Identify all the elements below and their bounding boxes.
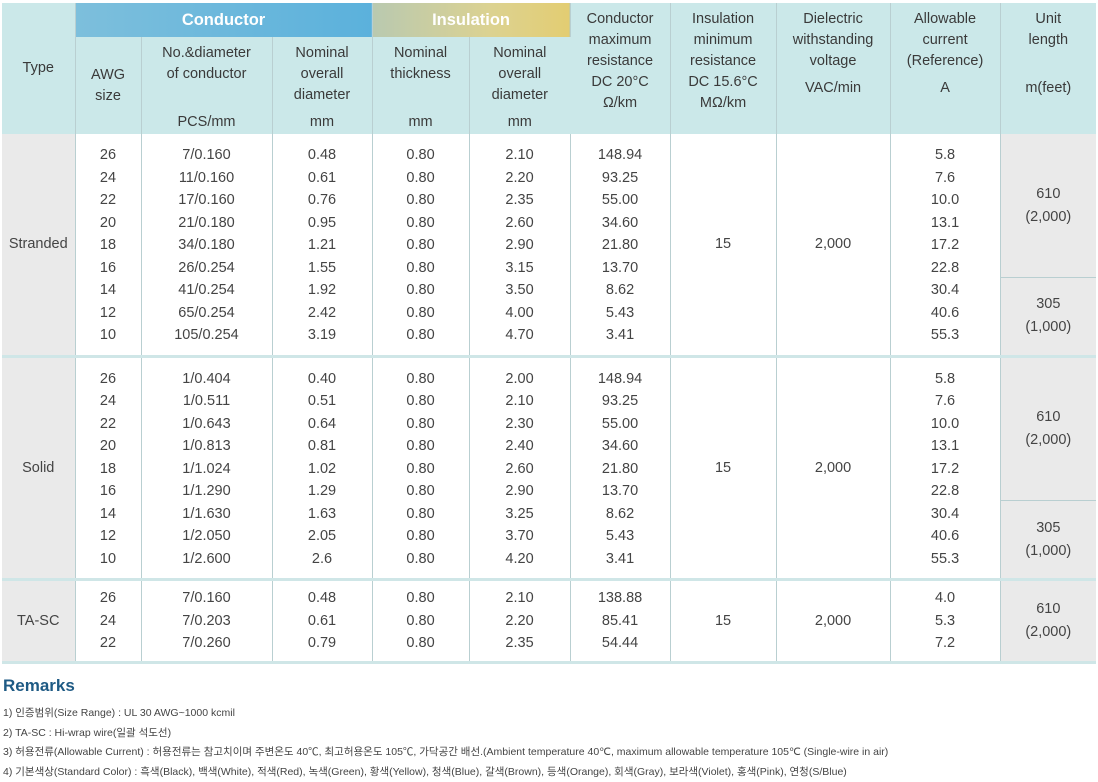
cond-overall-cell: 0.48 0.61 0.76 0.95 1.21 1.55 1.92 2.42 … <box>272 134 372 356</box>
header-max-resistance-unit: Ω/km <box>571 93 670 114</box>
header-dielectric: Dielectric withstanding voltage VAC/min <box>776 3 890 134</box>
awg-cell: 26 24 22 20 18 16 14 12 10 <box>75 134 141 356</box>
no-diameter-cell: 1/0.404 1/0.511 1/0.643 1/0.813 1/1.024 … <box>141 356 272 580</box>
header-insulation-group: Insulation <box>372 3 570 37</box>
header-dielectric-unit: VAC/min <box>777 78 890 99</box>
header-cond-overall-unit: mm <box>273 112 372 133</box>
ins-overall-cell: 2.10 2.20 2.35 2.60 2.90 3.15 3.50 4.00 … <box>469 134 570 356</box>
current-cell: 4.0 5.3 7.2 <box>890 580 1000 663</box>
length-cell: 610 (2,000) <box>1000 134 1096 278</box>
remarks-section: Remarks 1) 인증범위(Size Range) : UL 30 AWG~… <box>3 676 888 782</box>
no-diameter-cell: 7/0.160 7/0.203 7/0.260 <box>141 580 272 663</box>
header-ins-resistance-label: Insulation minimum resistance DC 15.6°C <box>671 9 776 93</box>
length-cell: 305 (1,000) <box>1000 278 1096 356</box>
header-length-unit: m(feet) <box>1001 78 1097 99</box>
ins-thickness-cell: 0.80 0.80 0.80 <box>372 580 469 663</box>
dielectric-cell: 2,000 <box>776 134 890 356</box>
max-resistance-cell: 148.94 93.25 55.00 34.60 21.80 13.70 8.6… <box>570 356 670 580</box>
current-cell: 5.8 7.6 10.0 13.1 17.2 22.8 30.4 40.6 55… <box>890 134 1000 356</box>
header-current-label: Allowable current (Reference) <box>891 9 1000 72</box>
header-ins-overall-unit: mm <box>470 112 571 133</box>
ins-resistance-cell: 15 <box>670 580 776 663</box>
header-awg: AWG size <box>75 37 141 134</box>
remark-item: 4) 기본색상(Standard Color) : 흑색(Black), 백색(… <box>3 763 888 782</box>
spec-table: Type Conductor Insulation Conductor maxi… <box>2 3 1096 664</box>
cond-overall-cell: 0.48 0.61 0.79 <box>272 580 372 663</box>
dielectric-cell: 2,000 <box>776 580 890 663</box>
header-cond-overall: Nominal overall diameter mm <box>272 37 372 134</box>
header-conductor-group: Conductor <box>75 3 372 37</box>
ins-thickness-cell: 0.80 0.80 0.80 0.80 0.80 0.80 0.80 0.80 … <box>372 356 469 580</box>
header-cond-overall-label: Nominal overall diameter <box>273 43 372 106</box>
header-awg-label: AWG size <box>76 65 141 107</box>
awg-cell: 26 24 22 20 18 16 14 12 10 <box>75 356 141 580</box>
header-no-diameter-label: No.&diameter of conductor <box>142 43 272 85</box>
current-cell: 5.8 7.6 10.0 13.1 17.2 22.8 30.4 40.6 55… <box>890 356 1000 580</box>
remark-item: 1) 인증범위(Size Range) : UL 30 AWG~1000 kcm… <box>3 704 888 724</box>
header-current-unit: A <box>891 78 1000 99</box>
header-no-diameter-unit: PCS/mm <box>142 112 272 133</box>
length-cell: 610 (2,000) <box>1000 580 1096 663</box>
header-ins-overall: Nominal overall diameter mm <box>469 37 570 134</box>
length-cell: 305 (1,000) <box>1000 501 1096 580</box>
ins-resistance-cell: 15 <box>670 356 776 580</box>
type-cell: Solid <box>2 356 75 580</box>
ins-overall-cell: 2.00 2.10 2.30 2.40 2.60 2.90 3.25 3.70 … <box>469 356 570 580</box>
header-dielectric-label: Dielectric withstanding voltage <box>777 9 890 72</box>
group-stranded: Stranded 26 24 22 20 18 16 14 12 10 7/0.… <box>2 134 1096 356</box>
header-ins-thickness: Nominal thickness mm <box>372 37 469 134</box>
remark-item: 3) 허용전류(Allowable Current) : 허용전류는 참고치이며… <box>3 743 888 763</box>
remark-item: 2) TA-SC : Hi-wrap wire(일괄 석도선) <box>3 724 888 744</box>
header-ins-overall-label: Nominal overall diameter <box>470 43 571 106</box>
awg-cell: 26 24 22 <box>75 580 141 663</box>
header-ins-thickness-unit: mm <box>373 112 469 133</box>
header-type: Type <box>2 3 75 134</box>
ins-resistance-cell: 15 <box>670 134 776 356</box>
header-no-diameter: No.&diameter of conductor PCS/mm <box>141 37 272 134</box>
cond-overall-cell: 0.40 0.51 0.64 0.81 1.02 1.29 1.63 2.05 … <box>272 356 372 580</box>
type-cell: Stranded <box>2 134 75 356</box>
ins-overall-cell: 2.10 2.20 2.35 <box>469 580 570 663</box>
remarks-title: Remarks <box>3 676 888 696</box>
header-ins-thickness-label: Nominal thickness <box>373 43 469 85</box>
header-current: Allowable current (Reference) A <box>890 3 1000 134</box>
ins-thickness-cell: 0.80 0.80 0.80 0.80 0.80 0.80 0.80 0.80 … <box>372 134 469 356</box>
type-cell: TA-SC <box>2 580 75 663</box>
group-ta-sc: TA-SC 26 24 22 7/0.160 7/0.203 7/0.260 0… <box>2 580 1096 663</box>
header-max-resistance-label: Conductor maximum resistance DC 20°C <box>571 9 670 93</box>
header-ins-resistance-unit: MΩ/km <box>671 93 776 114</box>
header-length: Unit length m(feet) <box>1000 3 1096 134</box>
header-length-label: Unit length <box>1001 9 1097 51</box>
no-diameter-cell: 7/0.160 11/0.160 17/0.160 21/0.180 34/0.… <box>141 134 272 356</box>
max-resistance-cell: 148.94 93.25 55.00 34.60 21.80 13.70 8.6… <box>570 134 670 356</box>
length-cell: 610 (2,000) <box>1000 356 1096 501</box>
dielectric-cell: 2,000 <box>776 356 890 580</box>
group-solid: Solid 26 24 22 20 18 16 14 12 10 1/0.404… <box>2 356 1096 580</box>
max-resistance-cell: 138.88 85.41 54.44 <box>570 580 670 663</box>
